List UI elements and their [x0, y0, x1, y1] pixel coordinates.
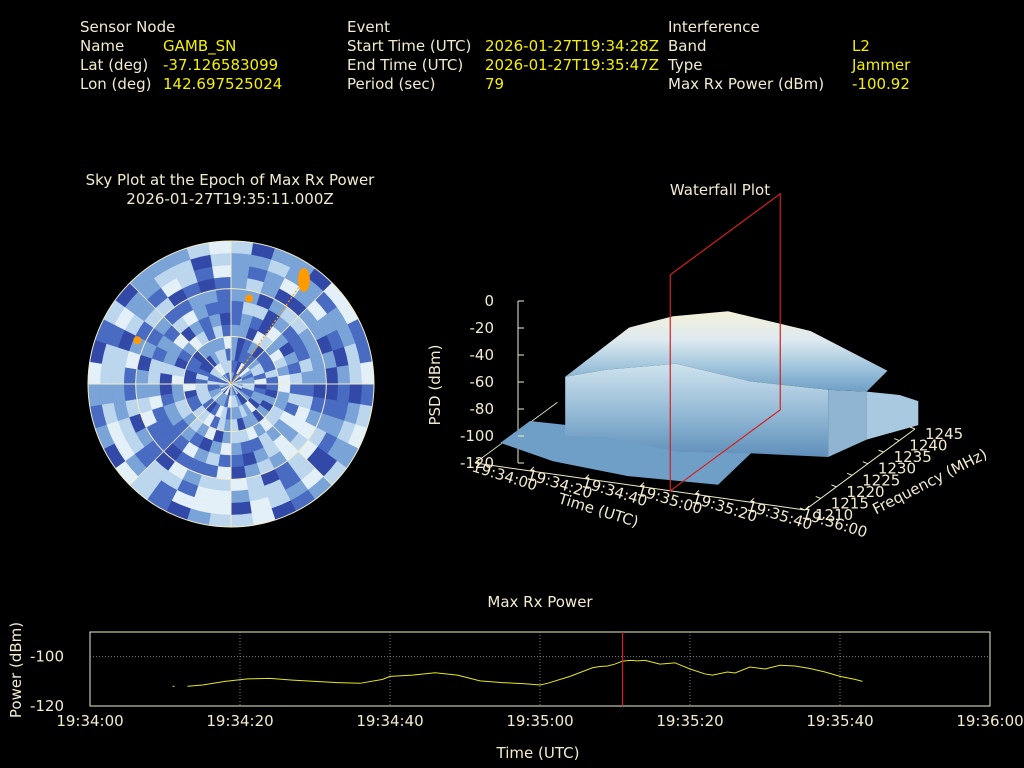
event-start-label: Start Time (UTC)	[347, 37, 472, 55]
waterfall-time-tick	[804, 505, 810, 511]
sensor-node-heading: Sensor Node	[80, 18, 176, 36]
waterfall-freq-tick-label: 1210	[815, 506, 853, 524]
waterfall-freq-tick	[894, 438, 900, 442]
maxrx-y-tick-label: -100	[30, 648, 64, 666]
waterfall-freq-tick-label: 1230	[878, 460, 916, 478]
waterfall-time-tick	[639, 482, 645, 487]
waterfall-tail	[866, 391, 919, 440]
sensor-lat-value: -37.126583099	[163, 56, 279, 74]
waterfall-freq-tick-label: 1245	[925, 425, 963, 443]
event-end-value: 2026-01-27T19:35:47Z	[485, 56, 659, 74]
event-end-label: End Time (UTC)	[347, 56, 464, 74]
waterfall-z-tick-label: 0	[484, 292, 494, 310]
waterfall-freq-tick-label: 1235	[894, 448, 932, 466]
maxrx-x-tick-label: 19:36:00	[956, 712, 1023, 730]
waterfall-freq-tick	[909, 426, 916, 430]
skyplot-subtitle: 2026-01-27T19:35:11.000Z	[126, 190, 334, 208]
waterfall-freq-tick-label: 1225	[862, 471, 900, 489]
sensor-lon-value: 142.697525024	[163, 75, 283, 93]
waterfall-time-tick	[749, 497, 755, 503]
waterfall-title: Waterfall Plot	[669, 181, 771, 199]
waterfall-floor	[500, 421, 755, 485]
waterfall-time-tick	[529, 466, 535, 472]
maxrx-grid	[90, 632, 990, 706]
maxrx-x-tick-label: 19:35:00	[506, 712, 573, 730]
maxrx-x-tick-label: 19:34:00	[56, 712, 123, 730]
skyplot-title: Sky Plot at the Epoch of Max Rx Power	[85, 171, 375, 189]
waterfall-plateau-top	[565, 311, 888, 392]
waterfall-freq-tick	[799, 507, 806, 511]
maxrx-ylabel: Power (dBm)	[7, 622, 25, 718]
waterfall-freq-tick	[846, 472, 853, 476]
event-period-label: Period (sec)	[347, 75, 436, 93]
skyplot-hotspot	[297, 267, 310, 292]
event-heading: Event	[347, 18, 390, 36]
maxrx-x-tick-label: 19:35:40	[806, 712, 873, 730]
waterfall-time-tick	[474, 458, 480, 464]
sensor-lon-label: Lon (deg)	[80, 75, 152, 93]
maxrx-x-tick-label: 19:34:20	[206, 712, 273, 730]
maxrx-power-line	[187, 659, 863, 687]
interference-type-value: Jammer	[852, 56, 911, 74]
waterfall-freq-tick-label: 1220	[846, 483, 884, 501]
interference-type-label: Type	[668, 56, 703, 74]
interference-band-label: Band	[668, 37, 707, 55]
waterfall-z-tick-label: -100	[460, 427, 494, 445]
waterfall-z-tick-label: -60	[470, 373, 495, 391]
waterfall-z-tick-label: -20	[470, 319, 495, 337]
waterfall-freq-tick	[862, 461, 869, 465]
waterfall-z-tick-label: -80	[470, 400, 495, 418]
waterfall-epoch-marker	[669, 192, 781, 492]
waterfall-surface	[500, 192, 919, 492]
waterfall-time-tick	[694, 489, 700, 495]
sensor-name-label: Name	[80, 37, 125, 55]
waterfall-right-wall	[828, 389, 867, 457]
waterfall-freq-tick	[815, 495, 821, 499]
maxrx-x-tick-label: 19:34:40	[356, 712, 423, 730]
maxrx-series	[172, 632, 863, 706]
maxrx-xlabel: Time (UTC)	[496, 744, 580, 762]
waterfall-zlabel: PSD (dBm)	[426, 344, 444, 425]
sensor-name-value: GAMB_SN	[163, 37, 237, 55]
skyplot-hotspot	[133, 336, 142, 345]
waterfall-z-tick-label: -120	[460, 454, 494, 472]
waterfall-time-tick	[584, 474, 590, 480]
waterfall-freq-axis	[804, 428, 916, 511]
interference-band-value: L2	[852, 37, 870, 55]
maxrx-chart-title: Max Rx Power	[487, 593, 593, 611]
max-rx-power-value: -100.92	[852, 75, 910, 93]
event-start-value: 2026-01-27T19:34:28Z	[485, 37, 659, 55]
waterfall-freq-tick-label: 1240	[909, 437, 947, 455]
skyplot-hotspot	[245, 294, 254, 303]
maxrx-y-tick-label: -120	[30, 697, 64, 715]
waterfall-plateau-wall	[565, 363, 829, 457]
event-period-value: 79	[485, 75, 505, 93]
max-rx-power-label: Max Rx Power (dBm)	[668, 75, 825, 93]
waterfall-z-tick-label: -40	[470, 346, 495, 364]
sensor-lat-label: Lat (deg)	[80, 56, 149, 74]
skyplot-direction-line	[230, 279, 305, 385]
maxrx-ticks: 19:34:00 19:34:20 19:34:40 19:35:00 19:35:20…	[30, 648, 1024, 730]
interference-heading: Interference	[668, 18, 760, 36]
maxrx-x-tick-label: 19:35:20	[656, 712, 723, 730]
waterfall-freq-tick	[878, 449, 884, 453]
waterfall-freq-tick	[831, 484, 837, 488]
waterfall-freq-tick-label: 1215	[831, 494, 869, 512]
skyplot-hotspots	[133, 267, 310, 385]
